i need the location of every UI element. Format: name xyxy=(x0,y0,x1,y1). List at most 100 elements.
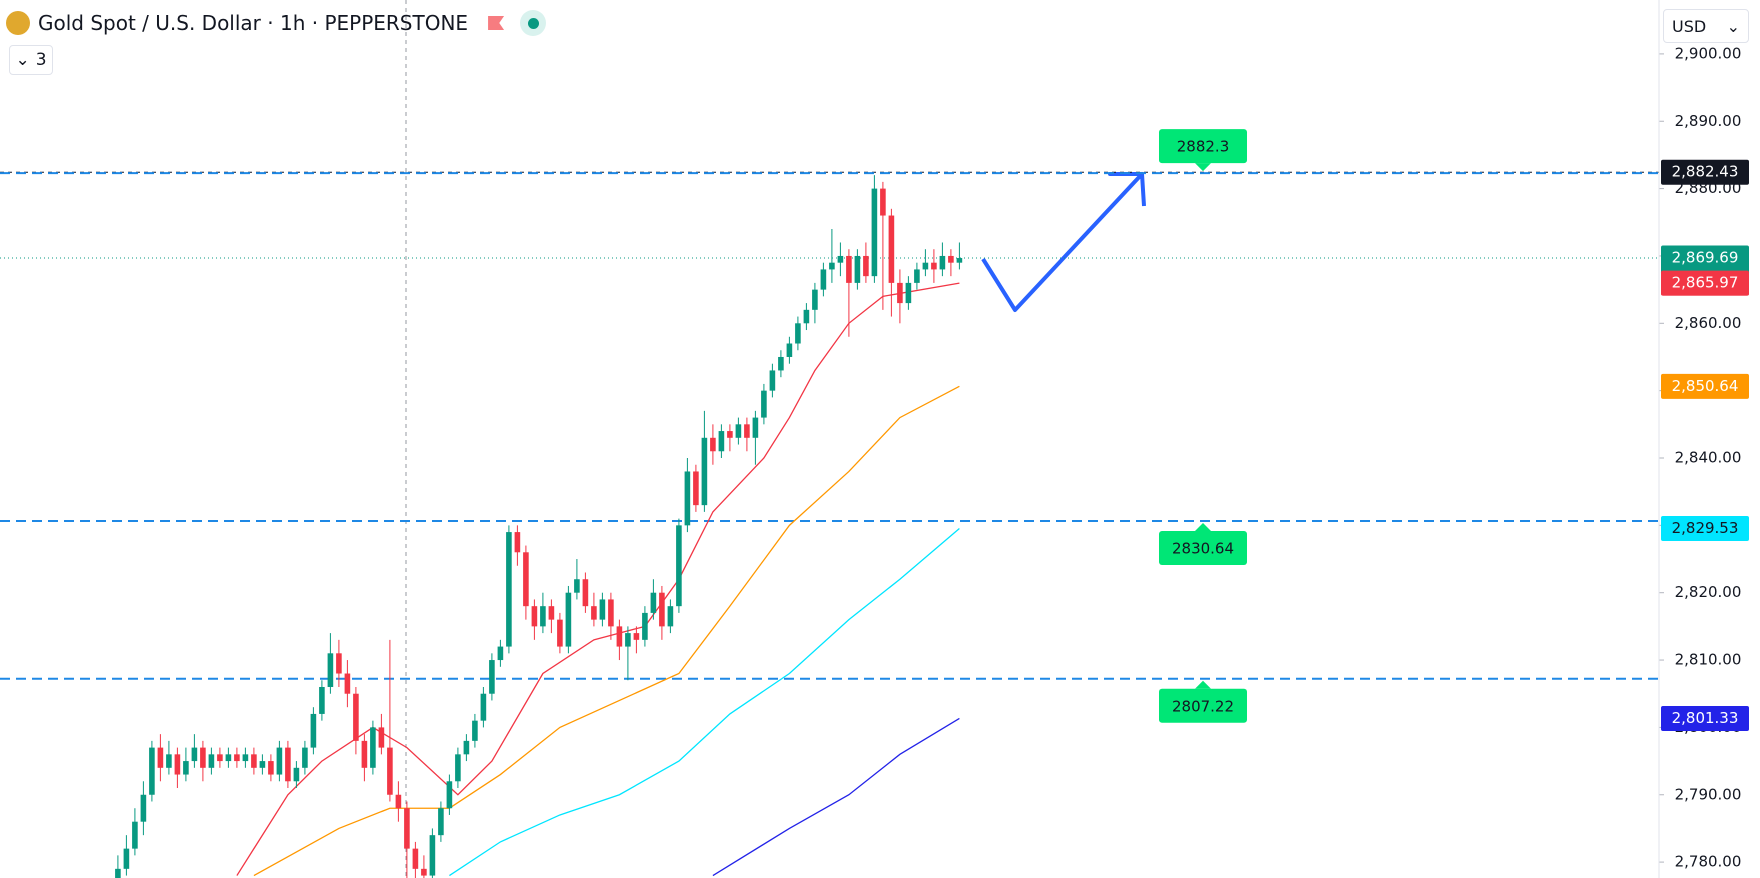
candle-body xyxy=(191,747,198,762)
ma-price-tag-label: 2,865.97 xyxy=(1672,274,1739,292)
level-tag-label: 2807.22 xyxy=(1172,697,1234,715)
candle-body xyxy=(438,808,444,836)
candle-body xyxy=(812,289,818,310)
level-tag-label: 2882.3 xyxy=(1177,138,1230,156)
candle-body xyxy=(387,747,393,795)
level-tag-label: 2830.64 xyxy=(1172,540,1234,558)
candle-body xyxy=(914,269,920,283)
moving-average xyxy=(449,528,960,877)
flag-icon[interactable] xyxy=(488,16,505,30)
candle-body xyxy=(446,781,453,809)
candle-body xyxy=(531,606,538,627)
candle-body xyxy=(931,262,937,270)
candle-body xyxy=(650,592,657,613)
candle-body xyxy=(922,262,929,270)
candle-body xyxy=(752,417,759,438)
ma-price-tag xyxy=(1661,705,1749,731)
candle-body xyxy=(455,754,461,782)
candle-body xyxy=(174,754,181,775)
candle-body xyxy=(820,269,827,290)
ma-price-tag xyxy=(1661,270,1749,296)
candle-body xyxy=(633,633,640,640)
symbol-title: Gold Spot / U.S. Dollar · 1h · PEPPERSTO… xyxy=(38,11,469,35)
candle-body xyxy=(217,754,223,762)
candle-body xyxy=(302,747,308,768)
candle-body xyxy=(497,646,504,661)
candle-body xyxy=(489,660,495,694)
currency-select[interactable]: USD ⌄ xyxy=(1663,9,1749,43)
candle-body xyxy=(421,868,427,876)
ma-price-tag xyxy=(1661,516,1749,542)
indicator-toggle[interactable]: ⌄ 3 xyxy=(9,45,53,75)
candle-body xyxy=(642,612,648,640)
candle-body xyxy=(395,794,402,809)
level-tag xyxy=(1159,688,1247,723)
candle-body xyxy=(599,599,606,620)
y-tick-label: 2,900.00 xyxy=(1675,44,1742,62)
candle-body xyxy=(208,754,215,768)
candle-body xyxy=(718,431,725,452)
candle-body xyxy=(310,713,317,748)
candle-body xyxy=(676,525,682,607)
y-tick-label: 2,890.00 xyxy=(1675,112,1742,130)
y-tick-label: 2,780.00 xyxy=(1675,853,1742,871)
candle-body xyxy=(200,747,206,768)
level-tag-pointer xyxy=(1195,523,1211,532)
candle-body xyxy=(625,633,631,647)
candle-body xyxy=(854,255,861,283)
candle-body xyxy=(132,821,138,849)
candle-body xyxy=(123,848,130,869)
candle-body xyxy=(268,761,274,775)
candle-body xyxy=(565,592,572,647)
candle-body xyxy=(871,188,878,277)
ma-price-tag xyxy=(1661,373,1749,399)
candle-body xyxy=(803,309,810,324)
candle-body xyxy=(378,727,385,748)
candle-body xyxy=(574,579,580,593)
candle-body xyxy=(251,754,257,768)
candle-body xyxy=(582,579,589,607)
crosshair-tag-label: 2,882.43 xyxy=(1672,163,1739,181)
candle-body xyxy=(557,619,563,647)
candle-body xyxy=(285,747,291,782)
candle-body xyxy=(242,754,249,762)
candle-body xyxy=(404,808,410,849)
candle-body xyxy=(659,592,665,627)
candle-body xyxy=(667,606,674,627)
candle-body xyxy=(744,424,750,438)
candle-body xyxy=(412,848,419,869)
candle-body xyxy=(786,343,793,357)
candle-body xyxy=(905,282,912,304)
candle-body xyxy=(429,835,436,876)
candle-body xyxy=(591,606,597,620)
candle-body xyxy=(616,626,623,647)
candle-body xyxy=(149,747,155,795)
candle-body xyxy=(948,255,954,263)
candle-body xyxy=(514,532,521,553)
candle-body xyxy=(166,754,172,768)
candle-body xyxy=(701,437,708,506)
candle-body xyxy=(778,356,784,371)
candle-body xyxy=(506,532,512,647)
symbol-icon xyxy=(6,11,30,35)
candle-body xyxy=(370,727,376,768)
market-status xyxy=(520,10,547,36)
level-tag xyxy=(1159,531,1247,566)
candle-body xyxy=(863,255,869,277)
y-tick-label: 2,810.00 xyxy=(1675,651,1742,669)
candle-body xyxy=(183,761,189,775)
candle-body xyxy=(608,599,614,627)
y-tick-label: 2,790.00 xyxy=(1675,785,1742,803)
ma-price-tag-label: 2,850.64 xyxy=(1672,377,1739,395)
candle-body xyxy=(523,552,529,607)
y-tick-label: 2,860.00 xyxy=(1675,314,1742,332)
candle-body xyxy=(684,471,691,526)
last-price-tag-label: 2,869.69 xyxy=(1672,249,1739,267)
candle-body xyxy=(344,673,351,694)
candle-body xyxy=(540,606,546,627)
currency: USD xyxy=(1672,16,1707,36)
candle-body xyxy=(956,258,963,263)
candle-body xyxy=(472,720,478,741)
candle-body xyxy=(735,424,742,438)
